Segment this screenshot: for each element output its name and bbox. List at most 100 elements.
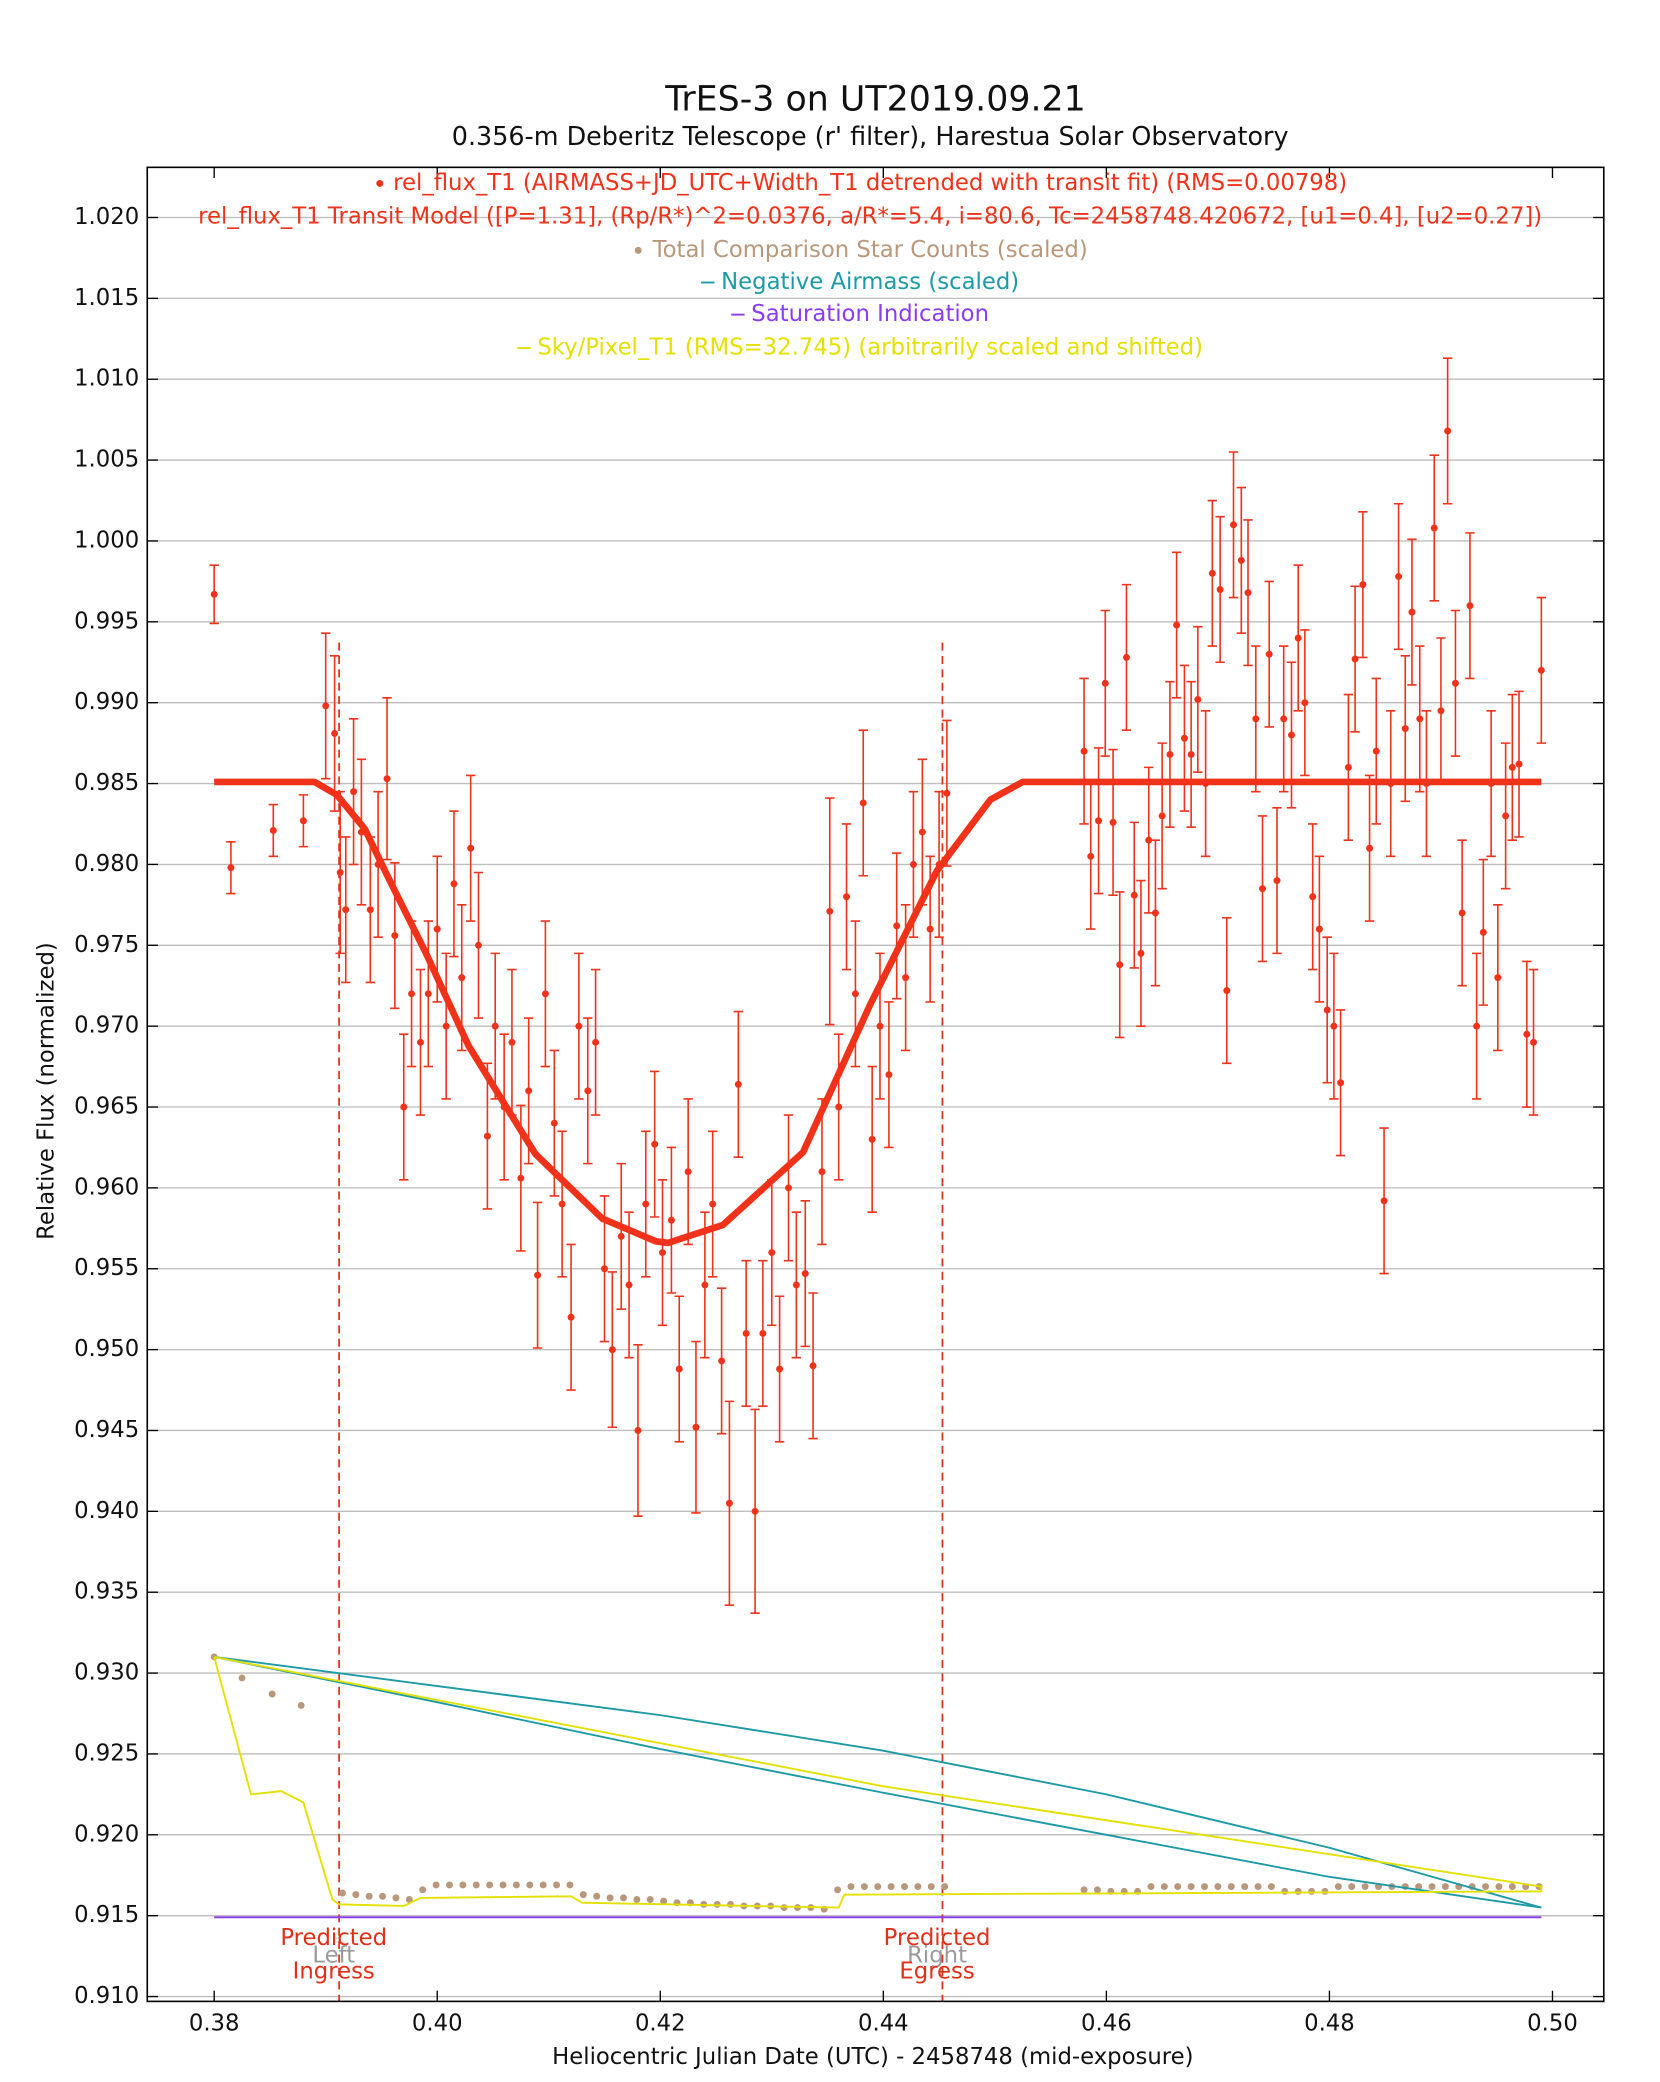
data-point — [1166, 750, 1174, 758]
data-point — [868, 1135, 876, 1143]
data-point — [659, 1249, 666, 1257]
data-point — [1530, 1038, 1537, 1046]
data-point — [1537, 666, 1545, 674]
data-point — [1095, 817, 1103, 825]
data-point — [1244, 589, 1252, 597]
data-point — [336, 869, 344, 876]
data-point — [383, 775, 391, 783]
y-tick-label: 0.950 — [74, 1336, 139, 1362]
data-point — [567, 1313, 575, 1321]
data-point — [617, 1232, 625, 1240]
data-point — [801, 1270, 809, 1278]
data-point — [768, 1249, 776, 1257]
data-point — [227, 864, 235, 872]
comparison-dot — [847, 1883, 855, 1891]
data-point — [1116, 961, 1124, 969]
data-point — [1380, 1197, 1388, 1205]
data-point — [843, 893, 851, 901]
comparison-dot — [1227, 1883, 1235, 1891]
y-tick-label: 0.945 — [74, 1417, 139, 1443]
y-tick-label: 0.925 — [74, 1740, 139, 1766]
data-point — [269, 826, 277, 834]
comparison-dot — [1254, 1883, 1262, 1891]
comparison-dot — [526, 1881, 534, 1889]
data-point — [1344, 763, 1352, 771]
comparison-dot — [512, 1881, 520, 1889]
data-point — [508, 1038, 516, 1046]
data-point — [776, 1365, 784, 1373]
data-point — [1508, 763, 1516, 771]
data-point — [1101, 679, 1109, 687]
comparison-dot — [874, 1883, 882, 1891]
data-point — [550, 1119, 558, 1127]
comparison-dot — [419, 1886, 427, 1894]
data-point — [926, 925, 934, 933]
comparison-dot — [352, 1891, 360, 1899]
series-line — [213, 1655, 1543, 1909]
comparison-dot — [1147, 1883, 1155, 1891]
data-point — [1273, 877, 1281, 885]
data-point — [1444, 427, 1452, 435]
y-tick-label: 0.990 — [74, 689, 139, 715]
data-point — [350, 788, 358, 796]
comparison-dot — [1267, 1883, 1275, 1891]
data-point — [684, 1168, 692, 1176]
comparison-dot — [1241, 1883, 1249, 1891]
comparison-dot — [1428, 1883, 1436, 1891]
x-tick-label: 0.46 — [1081, 2011, 1132, 2037]
comparison-dot — [927, 1883, 935, 1891]
data-point — [1351, 655, 1359, 663]
comparison-dot — [379, 1892, 387, 1900]
data-point — [1194, 695, 1202, 703]
comparison-dot — [1160, 1883, 1168, 1891]
comparison-dot — [392, 1894, 400, 1902]
data-point — [1180, 734, 1188, 742]
data-point — [1515, 760, 1523, 768]
data-point — [1408, 608, 1416, 616]
data-point — [417, 1038, 424, 1046]
y-tick-label: 0.995 — [74, 608, 139, 634]
comparison-dot — [238, 1674, 246, 1682]
data-point — [408, 990, 416, 998]
data-point — [210, 590, 218, 598]
data-point — [342, 906, 350, 914]
data-point — [400, 1103, 408, 1111]
x-tick-label: 0.42 — [635, 2011, 686, 2037]
data-point — [475, 941, 482, 949]
comparison-dot — [860, 1883, 868, 1891]
data-point — [902, 974, 910, 982]
comparison-dot — [566, 1881, 574, 1889]
data-point — [734, 1080, 742, 1088]
data-point — [742, 1329, 750, 1337]
comparison-dot — [268, 1690, 276, 1698]
data-point — [1288, 731, 1295, 739]
data-point — [366, 906, 374, 914]
data-point — [1259, 885, 1266, 893]
y-tick-label: 1.000 — [74, 527, 139, 553]
data-point — [1145, 836, 1153, 844]
data-point — [751, 1507, 759, 1515]
predicted-label: Egress — [899, 1958, 974, 1984]
comparison-dot — [499, 1881, 507, 1889]
comparison-dot — [472, 1881, 480, 1889]
data-point — [1216, 585, 1224, 593]
comparison-dot — [780, 1904, 788, 1912]
x-tick-label: 0.40 — [412, 2011, 463, 2037]
comparison-dot — [1187, 1883, 1195, 1891]
data-point — [1109, 818, 1117, 826]
y-tick-label: 0.920 — [74, 1821, 139, 1847]
comparison-dot — [553, 1881, 561, 1889]
y-tick-label: 0.975 — [74, 932, 139, 958]
data-point — [818, 1168, 826, 1176]
data-point — [909, 860, 917, 868]
plot-frame — [146, 166, 1605, 2003]
data-point — [433, 925, 441, 933]
data-point — [1208, 569, 1216, 577]
data-point — [692, 1423, 700, 1431]
legend-label: Negative Airmass (scaled) — [721, 269, 1019, 295]
data-point — [299, 817, 307, 825]
comparison-dot — [432, 1881, 440, 1889]
comparison-dot — [1482, 1883, 1490, 1891]
